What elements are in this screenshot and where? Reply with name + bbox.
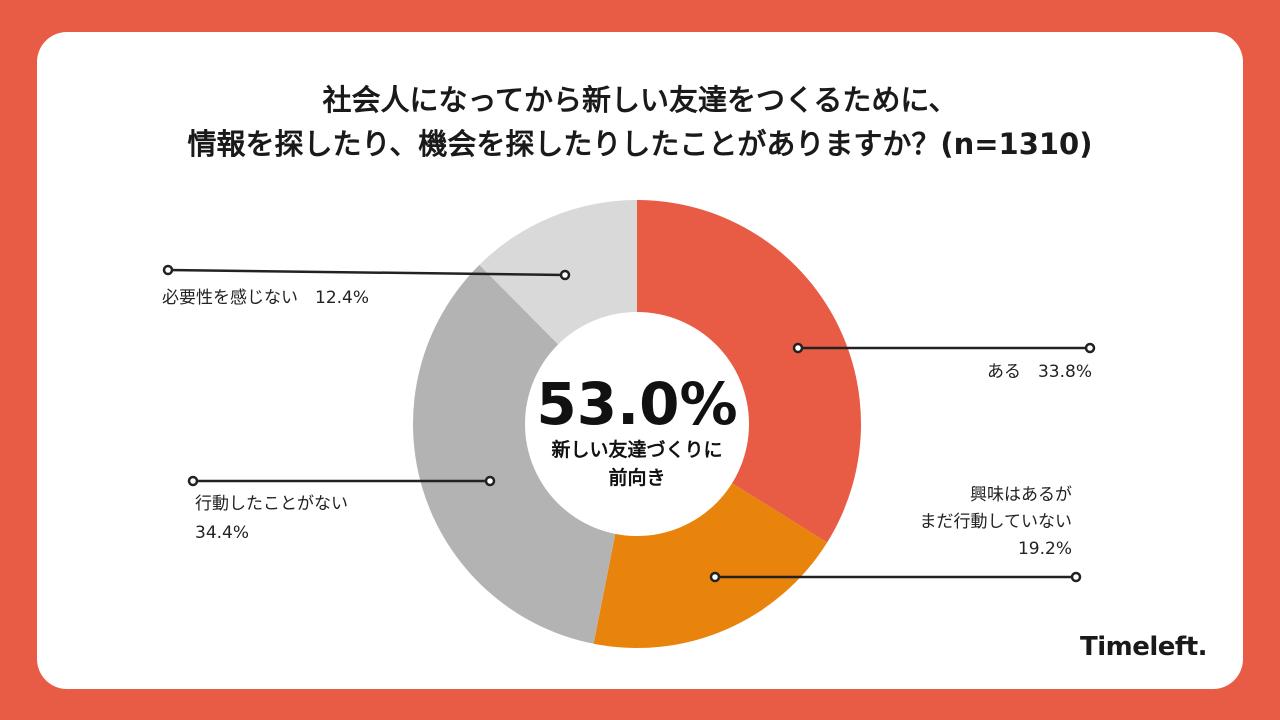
label-hitsuyo: 必要性を感じない 12.4% <box>162 288 369 308</box>
center-caption-line-2: 前向き <box>608 466 665 489</box>
timeleft-logo: Timeleft. <box>1080 632 1208 662</box>
chart-title: 社会人になってから新しい友達をつくるために、 情報を探したり、機会を探したりした… <box>0 78 1280 166</box>
leader-dot-hitsuyo-outer <box>162 264 174 276</box>
title-line-2: 情報を探したり、機会を探したりしたことがありますか？(n=1310) <box>187 127 1093 161</box>
leader-lines <box>162 264 1096 583</box>
donut-hole <box>525 312 749 536</box>
leader-dot-kodo-inner <box>484 475 496 487</box>
label-kyomi-line-1: 興味はあるが <box>970 485 1072 505</box>
label-kodo-line-1: 行動したことがない <box>195 494 348 514</box>
label-kodo-value: 34.4% <box>195 523 249 543</box>
leader-line-hitsuyo <box>167 268 566 277</box>
label-kyomi-line-2: まだ行動していない <box>920 512 1073 532</box>
leader-dot-kyomi-outer <box>1070 571 1082 583</box>
donut-slice-2 <box>412 264 637 644</box>
leader-dot-kodo-outer <box>187 475 199 487</box>
leader-dot-kyomi-inner <box>709 571 721 583</box>
leader-dot-aru-outer <box>1084 342 1096 354</box>
label-aru: ある 33.8% <box>987 362 1092 382</box>
title-line-1: 社会人になってから新しい友達をつくるために、 <box>322 83 958 117</box>
center-caption-line-1: 新しい友達づくりに <box>551 438 722 461</box>
center-percentage: 53.0% <box>536 370 737 438</box>
leader-dot-aru-inner <box>792 342 804 354</box>
label-kyomi-value: 19.2% <box>1018 539 1072 559</box>
leader-dot-hitsuyo-inner <box>559 269 571 281</box>
